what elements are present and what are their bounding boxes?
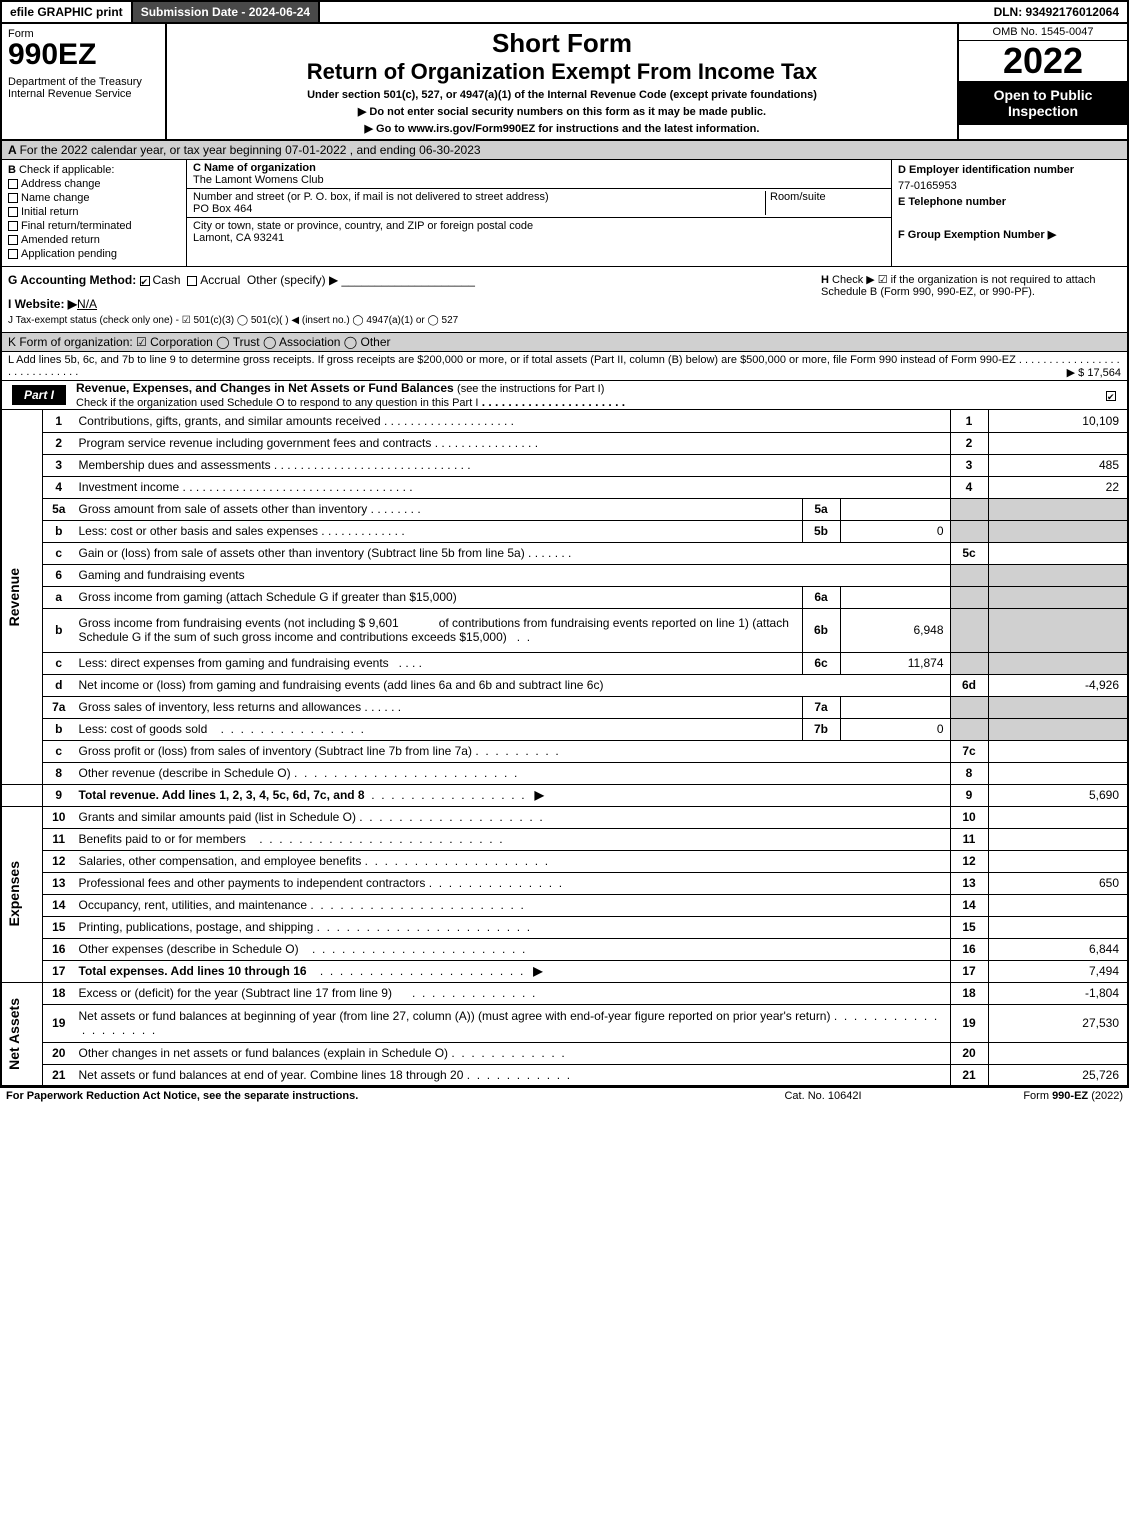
row-9: 9Total revenue. Add lines 1, 2, 3, 4, 5c… [1, 784, 1128, 806]
line-i: I Website: ▶N/A [8, 297, 821, 311]
under-section: Under section 501(c), 527, or 4947(a)(1)… [171, 89, 953, 101]
row-12: 12Salaries, other compensation, and empl… [1, 850, 1128, 872]
cb-application-pending[interactable]: Application pending [8, 248, 180, 260]
cb-name-change[interactable]: Name change [8, 192, 180, 204]
row-10: Expenses 10Grants and similar amounts pa… [1, 806, 1128, 828]
line-g: G Accounting Method: Cash Accrual Other … [8, 273, 821, 287]
row-16: 16Other expenses (describe in Schedule O… [1, 938, 1128, 960]
row-8: 8Other revenue (describe in Schedule O) … [1, 762, 1128, 784]
row-7a: 7aGross sales of inventory, less returns… [1, 696, 1128, 718]
line-l: L Add lines 5b, 6c, and 7b to line 9 to … [0, 352, 1129, 381]
form-number: 990EZ [8, 40, 159, 70]
footer: For Paperwork Reduction Act Notice, see … [0, 1087, 1129, 1104]
col-b: B Check if applicable: Address change Na… [2, 160, 187, 266]
val-1: 10,109 [988, 410, 1128, 432]
website-value: N/A [77, 297, 97, 311]
line-j: J Tax-exempt status (check only one) - ☑… [8, 315, 821, 326]
row-6b: bGross income from fundraising events (n… [1, 608, 1128, 652]
row-20: 20Other changes in net assets or fund ba… [1, 1042, 1128, 1064]
d-label: D Employer identification number [898, 164, 1074, 176]
row-7b: bLess: cost of goods sold . . . . . . . … [1, 718, 1128, 740]
part1-sub: (see the instructions for Part I) [457, 383, 604, 395]
row-6a: aGross income from gaming (attach Schedu… [1, 586, 1128, 608]
part1-header: Part I Revenue, Expenses, and Changes in… [0, 381, 1129, 410]
row-19: 19Net assets or fund balances at beginni… [1, 1004, 1128, 1042]
row-4: 4Investment income . . . . . . . . . . .… [1, 476, 1128, 498]
col-def: D Employer identification number 77-0165… [892, 160, 1127, 266]
footer-right: Form 990-EZ (2022) [923, 1090, 1123, 1102]
goto-link[interactable]: ▶ Go to www.irs.gov/Form990EZ for instru… [171, 122, 953, 135]
row-2: 2Program service revenue including gover… [1, 432, 1128, 454]
form-header: Form 990EZ Department of the Treasury In… [0, 24, 1129, 141]
line-a-text: For the 2022 calendar year, or tax year … [20, 143, 481, 157]
c-city-label: City or town, state or province, country… [193, 220, 533, 232]
row-6: 6Gaming and fundraising events [1, 564, 1128, 586]
part1-check: Check if the organization used Schedule … [76, 397, 478, 409]
room-suite-label: Room/suite [765, 191, 885, 215]
e-tel-label: E Telephone number [898, 196, 1006, 208]
revenue-label: Revenue [6, 568, 22, 626]
dept-treasury: Department of the Treasury Internal Reve… [8, 76, 159, 100]
row-13: 13Professional fees and other payments t… [1, 872, 1128, 894]
ein: 77-0165953 [898, 178, 1121, 194]
row-3: 3Membership dues and assessments . . . .… [1, 454, 1128, 476]
b-label: Check if applicable: [19, 164, 114, 176]
tax-year: 2022 [959, 41, 1127, 81]
f-group-label: F Group Exemption Number ▶ [898, 229, 1056, 241]
submission-date: Submission Date - 2024-06-24 [133, 2, 320, 22]
open-public-badge: Open to Public Inspection [959, 81, 1127, 125]
cb-amended-return[interactable]: Amended return [8, 234, 180, 246]
row-15: 15Printing, publications, postage, and s… [1, 916, 1128, 938]
c-street-label: Number and street (or P. O. box, if mail… [193, 191, 549, 203]
top-bar: efile GRAPHIC print Submission Date - 20… [0, 0, 1129, 24]
block-bcdef: B Check if applicable: Address change Na… [0, 160, 1129, 267]
col-c: C Name of organization The Lamont Womens… [187, 160, 892, 266]
dln: DLN: 93492176012064 [986, 2, 1127, 22]
cb-final-return[interactable]: Final return/terminated [8, 220, 180, 232]
part1-title: Revenue, Expenses, and Changes in Net As… [76, 381, 454, 395]
line-l-value: ▶ $ 17,564 [1067, 366, 1121, 379]
row-6c: cLess: direct expenses from gaming and f… [1, 652, 1128, 674]
cb-address-change[interactable]: Address change [8, 178, 180, 190]
cb-cash[interactable] [140, 276, 150, 286]
row-7c: cGross profit or (loss) from sales of in… [1, 740, 1128, 762]
footer-cat: Cat. No. 10642I [723, 1090, 923, 1102]
cb-schedule-o-part1[interactable] [1106, 391, 1116, 401]
no-ssn-note: ▶ Do not enter social security numbers o… [171, 105, 953, 118]
row-5b: bLess: cost or other basis and sales exp… [1, 520, 1128, 542]
org-city: Lamont, CA 93241 [193, 232, 284, 244]
line-h: H Check ▶ ☑ if the organization is not r… [821, 273, 1121, 326]
expenses-label: Expenses [6, 861, 22, 926]
efile-print-button[interactable]: efile GRAPHIC print [2, 2, 133, 22]
c-name-label: C Name of organization [193, 162, 316, 174]
org-street: PO Box 464 [193, 203, 252, 215]
org-name: The Lamont Womens Club [193, 174, 324, 186]
row-1: Revenue 1 Contributions, gifts, grants, … [1, 410, 1128, 432]
cb-initial-return[interactable]: Initial return [8, 206, 180, 218]
cb-accrual[interactable] [187, 276, 197, 286]
row-17: 17Total expenses. Add lines 10 through 1… [1, 960, 1128, 982]
row-11: 11Benefits paid to or for members . . . … [1, 828, 1128, 850]
row-18: Net Assets 18Excess or (deficit) for the… [1, 982, 1128, 1004]
line-a: A For the 2022 calendar year, or tax yea… [0, 141, 1129, 160]
omb-number: OMB No. 1545-0047 [959, 24, 1127, 41]
block-gh: G Accounting Method: Cash Accrual Other … [0, 267, 1129, 333]
return-title: Return of Organization Exempt From Incom… [171, 59, 953, 85]
row-14: 14Occupancy, rent, utilities, and mainte… [1, 894, 1128, 916]
line-k: K Form of organization: ☑ Corporation ◯ … [0, 333, 1129, 352]
part1-tab: Part I [12, 385, 66, 405]
row-6d: dNet income or (loss) from gaming and fu… [1, 674, 1128, 696]
short-form-title: Short Form [171, 28, 953, 59]
row-5c: cGain or (loss) from sale of assets othe… [1, 542, 1128, 564]
netassets-label: Net Assets [6, 998, 22, 1070]
row-21: 21Net assets or fund balances at end of … [1, 1064, 1128, 1086]
part1-table: Revenue 1 Contributions, gifts, grants, … [0, 410, 1129, 1087]
row-5a: 5aGross amount from sale of assets other… [1, 498, 1128, 520]
footer-left: For Paperwork Reduction Act Notice, see … [6, 1090, 723, 1102]
